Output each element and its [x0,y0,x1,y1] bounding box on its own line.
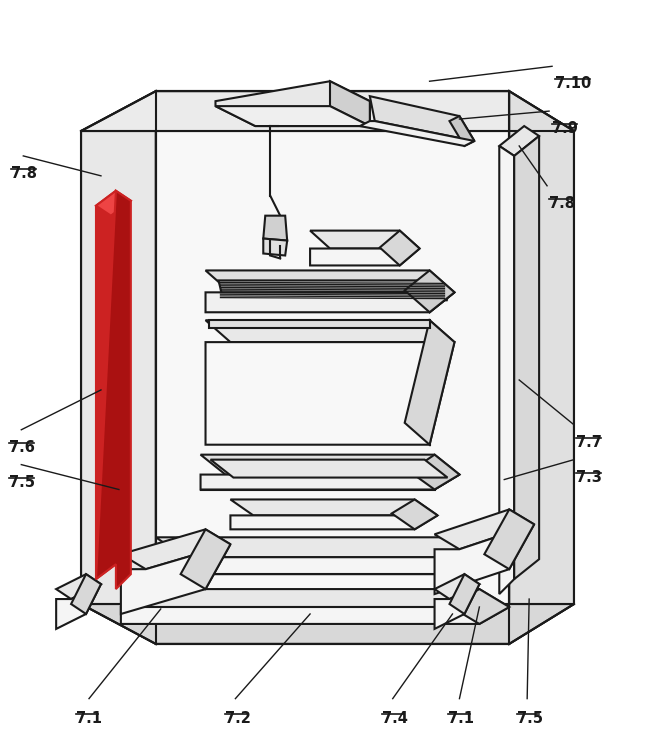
Text: 7.6: 7.6 [9,439,35,455]
Polygon shape [121,589,509,607]
Text: 7.1: 7.1 [449,711,474,726]
Polygon shape [96,191,131,589]
Polygon shape [96,191,116,579]
Polygon shape [405,271,455,313]
Polygon shape [484,510,534,569]
Polygon shape [449,589,509,624]
Polygon shape [264,216,287,240]
Polygon shape [500,146,514,594]
Polygon shape [500,126,539,156]
Polygon shape [310,248,420,266]
Text: 7.7: 7.7 [576,435,602,450]
Polygon shape [206,271,455,292]
Polygon shape [121,530,231,569]
Polygon shape [206,292,455,313]
Polygon shape [391,500,438,530]
Polygon shape [449,574,479,614]
Text: 7.8: 7.8 [549,195,575,211]
Polygon shape [449,116,474,146]
Polygon shape [71,574,101,614]
Polygon shape [434,584,479,629]
Polygon shape [81,91,574,131]
Polygon shape [434,510,534,549]
Polygon shape [156,557,509,574]
Polygon shape [200,454,459,474]
Polygon shape [56,574,101,599]
Polygon shape [206,342,455,445]
Text: 7.1: 7.1 [76,711,102,726]
Polygon shape [81,91,156,644]
Polygon shape [405,320,455,445]
Polygon shape [370,96,474,141]
Text: 7.9: 7.9 [552,121,578,136]
Polygon shape [215,81,370,126]
Polygon shape [206,320,455,342]
Text: 7.8: 7.8 [11,166,38,181]
Polygon shape [509,91,574,644]
Polygon shape [360,121,474,146]
Polygon shape [264,239,287,255]
Polygon shape [156,537,509,557]
Polygon shape [231,515,438,530]
Polygon shape [514,136,539,579]
Text: 7.4: 7.4 [382,711,408,726]
Text: 7.10: 7.10 [555,76,591,91]
Text: 7.2: 7.2 [225,711,251,726]
Polygon shape [434,574,479,599]
Polygon shape [310,231,420,248]
Polygon shape [449,537,509,574]
Polygon shape [210,460,447,477]
Polygon shape [219,280,447,301]
Polygon shape [434,524,534,594]
Polygon shape [121,607,509,624]
Text: 7.3: 7.3 [576,469,602,485]
Polygon shape [156,91,509,644]
Polygon shape [330,81,370,126]
Text: 7.5: 7.5 [9,474,36,489]
Text: 7.5: 7.5 [517,711,543,726]
Polygon shape [410,454,459,489]
Polygon shape [121,545,231,614]
Polygon shape [96,191,131,216]
Polygon shape [215,106,370,126]
Polygon shape [200,474,459,489]
Polygon shape [181,530,231,589]
Polygon shape [56,584,101,629]
Polygon shape [380,231,420,266]
Polygon shape [81,604,574,644]
Polygon shape [231,500,438,515]
Polygon shape [208,320,430,328]
